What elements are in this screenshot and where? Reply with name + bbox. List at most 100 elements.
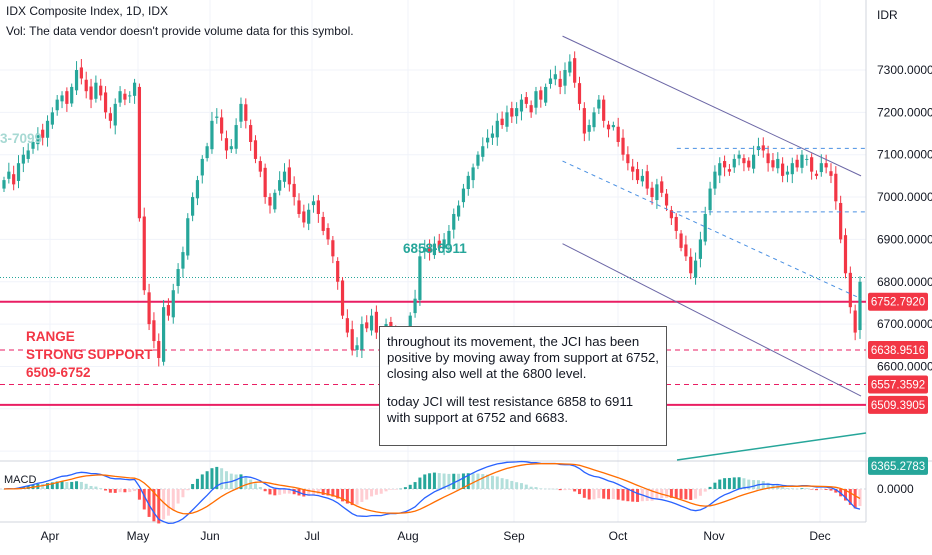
macd-histogram-bar — [515, 482, 519, 489]
macd-histogram-bar — [553, 488, 557, 490]
macd-histogram-bar — [495, 476, 499, 489]
macd-histogram-bar — [718, 479, 722, 489]
candle-body — [577, 83, 582, 104]
candle-body — [529, 105, 533, 113]
macd-histogram-bar — [669, 489, 673, 498]
macd-histogram-bar — [568, 489, 572, 490]
candle-body — [781, 163, 785, 176]
macd-histogram-bar — [766, 482, 770, 489]
candle-body — [466, 175, 470, 190]
candle-body — [544, 86, 548, 103]
candle-body — [602, 99, 606, 121]
candle-body — [244, 104, 248, 121]
candle-body — [360, 324, 364, 350]
macd-histogram-bar — [336, 489, 340, 499]
macd-histogram-bar — [157, 489, 161, 524]
channel-upper-line — [562, 35, 862, 177]
macd-histogram-bar — [510, 480, 514, 489]
candle-body — [645, 171, 649, 189]
macd-histogram-bar — [848, 489, 852, 505]
candle-body — [123, 93, 127, 100]
range-label: RANGE — [26, 329, 75, 344]
macd-histogram-bar — [539, 488, 543, 489]
macd-histogram-bar — [466, 473, 470, 489]
candle-body — [742, 158, 746, 164]
price-label-text: 6365.2783 — [871, 461, 925, 473]
note-line: with support at 6752 and 6683. — [387, 410, 569, 425]
macd-histogram-bar — [742, 478, 746, 489]
candle-body — [166, 305, 171, 316]
candle-body — [597, 99, 601, 109]
macd-histogram-bar — [123, 489, 127, 493]
candle-body — [229, 146, 233, 150]
candle-body — [413, 298, 417, 314]
x-tick-label: Jul — [304, 529, 319, 543]
dashed-trend-line — [562, 160, 862, 300]
macd-histogram-bar — [548, 488, 552, 490]
macd-histogram-bar — [302, 489, 306, 497]
macd-histogram-bar — [800, 488, 804, 489]
candle-body — [31, 141, 35, 149]
macd-histogram-bar — [752, 480, 756, 489]
macd-histogram-bar — [244, 476, 248, 489]
candle-body — [345, 318, 349, 333]
candle-body — [626, 154, 630, 164]
macd-histogram-bar — [75, 481, 79, 489]
candle-body — [423, 247, 427, 252]
macd-histogram-bar — [486, 474, 490, 489]
note-spacer — [387, 382, 659, 394]
candle-body — [147, 292, 151, 325]
macd-histogram-bar — [708, 486, 712, 489]
candle-body — [108, 113, 112, 121]
candle-body — [21, 154, 25, 164]
candle-body — [824, 163, 828, 168]
candle-body — [631, 166, 635, 172]
macd-histogram-bar — [374, 489, 378, 495]
price-label-box — [868, 456, 928, 475]
macd-histogram-bar — [70, 481, 74, 489]
macd-histogram-bar — [253, 483, 257, 489]
macd-histogram-bar — [360, 489, 364, 502]
macd-histogram-bar — [408, 484, 412, 489]
price-label-box — [868, 340, 928, 359]
macd-histogram-bar — [476, 473, 480, 489]
macd-histogram-bar — [790, 488, 794, 489]
candle-body — [418, 256, 422, 300]
analysis-note[interactable]: throughout its movement, the JCI has bee… — [379, 326, 667, 446]
macd-histogram-bar — [437, 473, 441, 489]
candle-body — [432, 243, 437, 256]
macd-histogram-bar — [79, 481, 83, 489]
candle-body — [829, 171, 833, 176]
macd-histogram-bar — [94, 486, 98, 489]
macd-histogram-bar — [694, 489, 698, 499]
candle-body — [771, 160, 775, 168]
candle-body — [834, 173, 838, 202]
macd-histogram-bar — [50, 482, 54, 489]
x-tick-label: Aug — [397, 529, 418, 543]
candle-body — [708, 188, 712, 211]
candle-body — [331, 240, 335, 257]
macd-histogram-bar — [104, 489, 108, 491]
macd-histogram-bar — [457, 473, 461, 489]
macd-histogram-bar — [84, 483, 88, 489]
candle-body — [36, 133, 40, 145]
macd-histogram-bar — [573, 489, 577, 492]
candle-body — [389, 321, 393, 329]
candle-body — [89, 86, 93, 100]
candle-body — [408, 315, 412, 336]
candle-body — [50, 112, 54, 125]
candles — [2, 51, 862, 367]
candle-body — [181, 252, 185, 269]
candle-body — [853, 310, 857, 333]
macd-histogram-bar — [128, 489, 132, 493]
macd-histogram-bar — [423, 474, 427, 489]
candle-body — [660, 181, 664, 193]
candle-body — [650, 187, 654, 198]
macd-histogram-bar — [631, 489, 635, 502]
macd-histogram-bar — [529, 486, 533, 489]
macd-histogram-bar — [621, 489, 625, 501]
candle-body — [427, 247, 432, 253]
candle-body — [437, 240, 441, 248]
candle-body — [582, 108, 586, 134]
